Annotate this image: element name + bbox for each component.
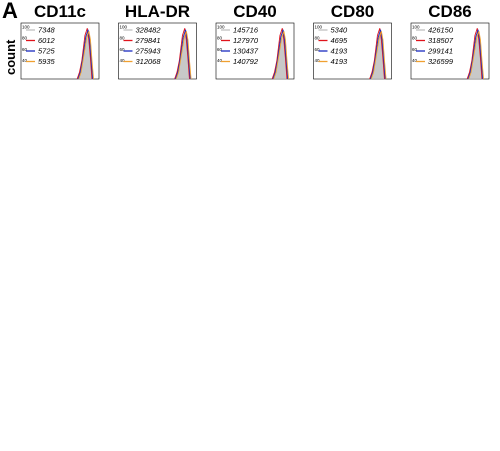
mfi-value: 275943 (135, 47, 162, 56)
y-tick-label: 100 (217, 25, 225, 30)
y-tick-label: 40 (120, 58, 126, 63)
panel-title: HLA-DR (125, 2, 190, 21)
histogram-line (466, 28, 483, 80)
mfi-value: 312068 (136, 57, 162, 66)
histogram-line (77, 29, 94, 80)
y-tick-label: 80 (412, 36, 418, 41)
y-tick-label: 80 (120, 36, 126, 41)
histogram-line (369, 28, 385, 80)
mfi-value: 4193 (331, 57, 349, 66)
panel-title: CD40 (233, 2, 276, 21)
y-tick-label: 60 (412, 47, 418, 52)
histogram-line (272, 29, 289, 80)
panel-frame (410, 22, 490, 80)
mfi-value: 328482 (136, 26, 162, 35)
panel-title: CD11c (34, 2, 86, 21)
y-tick-label: 80 (22, 36, 28, 41)
y-tick-label: 100 (22, 25, 30, 30)
y-tick-label: 40 (217, 58, 223, 63)
mfi-value: 6012 (38, 36, 56, 45)
histogram-line (175, 29, 191, 80)
histogram-line (467, 29, 484, 80)
y-tick-label: 60 (217, 47, 223, 52)
y-tick-label: 100 (120, 25, 128, 30)
histogram-line (468, 31, 485, 80)
panel-frame (313, 22, 392, 80)
mfi-value: 5340 (331, 26, 349, 35)
y-tick-label: 100 (412, 25, 420, 30)
mfi-value: 318507 (428, 36, 454, 45)
mfi-value: 299141 (427, 47, 453, 56)
y-tick-label: 40 (22, 58, 28, 63)
mfi-value: 4193 (331, 47, 349, 56)
mfi-value: 145716 (233, 26, 259, 35)
mfi-value: 279841 (135, 36, 161, 45)
histogram-line (271, 28, 288, 80)
mfi-value: 127970 (233, 36, 259, 45)
mfi-value: 326599 (428, 57, 454, 66)
panel-frame (20, 22, 100, 80)
panel-frame (215, 22, 295, 80)
y-tick-label: 80 (217, 36, 223, 41)
panel-letter: A (2, 0, 18, 23)
panel-title: CD80 (331, 2, 374, 21)
mfi-value: 5935 (38, 57, 56, 66)
mfi-value: 140792 (233, 57, 259, 66)
y-tick-label: 100 (315, 25, 323, 30)
y-tick-label: 40 (315, 58, 321, 63)
panel-frame (118, 22, 197, 80)
y-tick-label: 60 (22, 47, 28, 52)
mfi-value: 130437 (233, 47, 259, 56)
mfi-value: 4695 (331, 36, 349, 45)
panel-title: CD86 (428, 2, 471, 21)
histogram-line (273, 31, 290, 80)
histogram-line (175, 31, 192, 80)
histogram-line (370, 29, 386, 80)
y-tick-label: 80 (315, 36, 321, 41)
histogram-line (370, 31, 387, 80)
histogram-line (76, 28, 93, 80)
y-tick-label: 60 (315, 47, 321, 52)
mfi-value: 5725 (38, 47, 56, 56)
mfi-value: 7348 (38, 26, 56, 35)
y-tick-label: 40 (412, 58, 418, 63)
histogram-line (78, 31, 95, 80)
mfi-value: 426150 (428, 26, 454, 35)
y-tick-label: 60 (120, 47, 126, 52)
histogram-line (174, 28, 190, 80)
